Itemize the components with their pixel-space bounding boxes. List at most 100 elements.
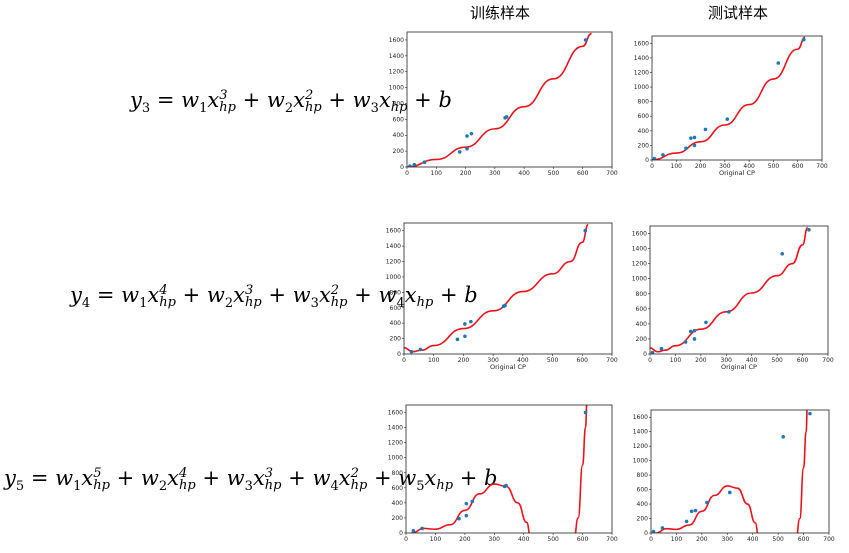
- data-point: [704, 320, 708, 325]
- x-tick-label: 200: [459, 536, 471, 543]
- y-tick-label: 1400: [634, 55, 649, 62]
- x-tick-label: 100: [430, 536, 442, 543]
- feature-term-base: x: [424, 466, 437, 490]
- x-axis-label: Original CP: [719, 169, 755, 177]
- plot-frame: [650, 409, 830, 534]
- data-point: [781, 434, 786, 439]
- bias-term: b: [464, 283, 478, 307]
- weight-symbol: w: [121, 283, 140, 307]
- y-tick-label: 400: [393, 132, 405, 139]
- data-point: [689, 136, 693, 140]
- y-tick-label: 600: [636, 306, 648, 313]
- lhs-variable: y: [130, 88, 142, 112]
- feature-term: x 2 hp: [319, 283, 348, 308]
- weight-symbol: w: [378, 283, 397, 307]
- feature-term-base: x: [318, 283, 331, 307]
- feature-term: x 4 hp: [147, 283, 176, 308]
- data-point: [463, 322, 467, 326]
- x-tick-label: 700: [823, 536, 835, 543]
- y-tick-label: 400: [390, 320, 402, 327]
- y-tick-label: 400: [392, 500, 404, 507]
- x-tick-label: 400: [518, 170, 530, 177]
- weight-index: 4: [330, 479, 339, 495]
- x-tick-label: 200: [460, 170, 472, 177]
- y-tick-label: 1400: [633, 429, 648, 436]
- fitted-curve: [652, 36, 806, 160]
- feature-term-subscript: hp: [330, 294, 348, 310]
- feature-term: x hp: [405, 283, 434, 308]
- y-tick-label: 600: [637, 487, 649, 494]
- x-tick-label: 100: [428, 357, 440, 364]
- data-point: [808, 411, 812, 416]
- y-tick-label: 400: [638, 128, 650, 135]
- x-tick-label: 700: [816, 163, 828, 170]
- data-point: [470, 499, 475, 504]
- feature-term: x 2 hp: [339, 466, 368, 491]
- x-tick-label: 400: [746, 357, 758, 364]
- y-tick-label: 400: [637, 501, 649, 508]
- x-tick-label: 600: [577, 357, 589, 364]
- data-point: [660, 526, 665, 530]
- feature-term-exponent: 2: [350, 465, 359, 481]
- data-point: [683, 340, 688, 344]
- y-tick-label: 1600: [633, 414, 648, 421]
- x-tick-label: 200: [695, 163, 707, 170]
- weight-index: 4: [396, 296, 405, 312]
- feature-term-exponent: 2: [330, 282, 340, 298]
- data-point: [684, 519, 689, 524]
- y-tick-label: 600: [393, 116, 405, 123]
- y-tick-label: 0: [645, 157, 649, 164]
- plus-sign: +: [109, 466, 141, 490]
- data-point: [422, 160, 427, 165]
- data-point: [651, 529, 656, 533]
- x-axis-label: Original CP: [490, 363, 526, 371]
- y-tick-label: 600: [390, 305, 402, 312]
- feature-term-base: x: [167, 466, 179, 490]
- y-tick-label: 1000: [632, 276, 647, 283]
- y-tick-label: 200: [392, 515, 404, 522]
- feature-term-base: x: [233, 283, 245, 307]
- data-point: [503, 303, 507, 308]
- data-point: [801, 37, 806, 42]
- feature-term-subscript: hp: [179, 477, 196, 493]
- x-tick-label: 0: [649, 536, 653, 543]
- data-point: [725, 117, 730, 121]
- plus-sign: +: [347, 283, 379, 307]
- data-point: [469, 131, 474, 136]
- weight-symbol: w: [312, 466, 331, 490]
- weight-index: 3: [244, 479, 253, 495]
- x-tick-label: 0: [648, 357, 652, 364]
- weight-index: 3: [310, 296, 319, 312]
- y-tick-label: 1000: [634, 84, 649, 91]
- y-tick-label: 1200: [386, 259, 401, 266]
- data-point: [807, 227, 811, 232]
- data-point: [727, 310, 731, 314]
- feature-term-exponent: 3: [245, 282, 254, 298]
- x-tick-label: 700: [606, 536, 618, 543]
- feature-term: x 2 hp: [293, 88, 322, 113]
- fitted-curve: [407, 32, 592, 167]
- equation-degree-3: y3 = w1x 3 hp + w2x 2 hp + w3x hp + b: [130, 88, 452, 116]
- data-point: [688, 329, 693, 334]
- y-tick-label: 1200: [388, 440, 403, 447]
- x-tick-label: 200: [696, 536, 708, 543]
- feature-term-subscript: hp: [245, 294, 262, 310]
- plot-area: [404, 223, 590, 354]
- x-tick-label: 400: [518, 536, 530, 543]
- x-tick-label: 400: [747, 536, 759, 543]
- lhs-variable: y: [4, 466, 16, 490]
- x-tick-label: 0: [402, 357, 406, 364]
- plot-area: [651, 410, 812, 533]
- y-tick-label: 1000: [633, 458, 648, 465]
- data-point: [692, 337, 697, 341]
- y-tick-label: 800: [638, 99, 650, 106]
- plot-frame: [651, 35, 823, 161]
- plot-area: [650, 226, 811, 354]
- data-point: [583, 38, 588, 42]
- y-tick-label: 1600: [389, 37, 404, 44]
- feature-term: x hp: [379, 88, 408, 113]
- train-degree-4-chart: 0 100 200 300 400 500 600 700 0 200 400 600 800 1000 1…: [386, 222, 618, 371]
- weight-index: 1: [199, 101, 208, 117]
- equals-sign: =: [150, 88, 182, 112]
- x-tick-label: 500: [547, 357, 559, 364]
